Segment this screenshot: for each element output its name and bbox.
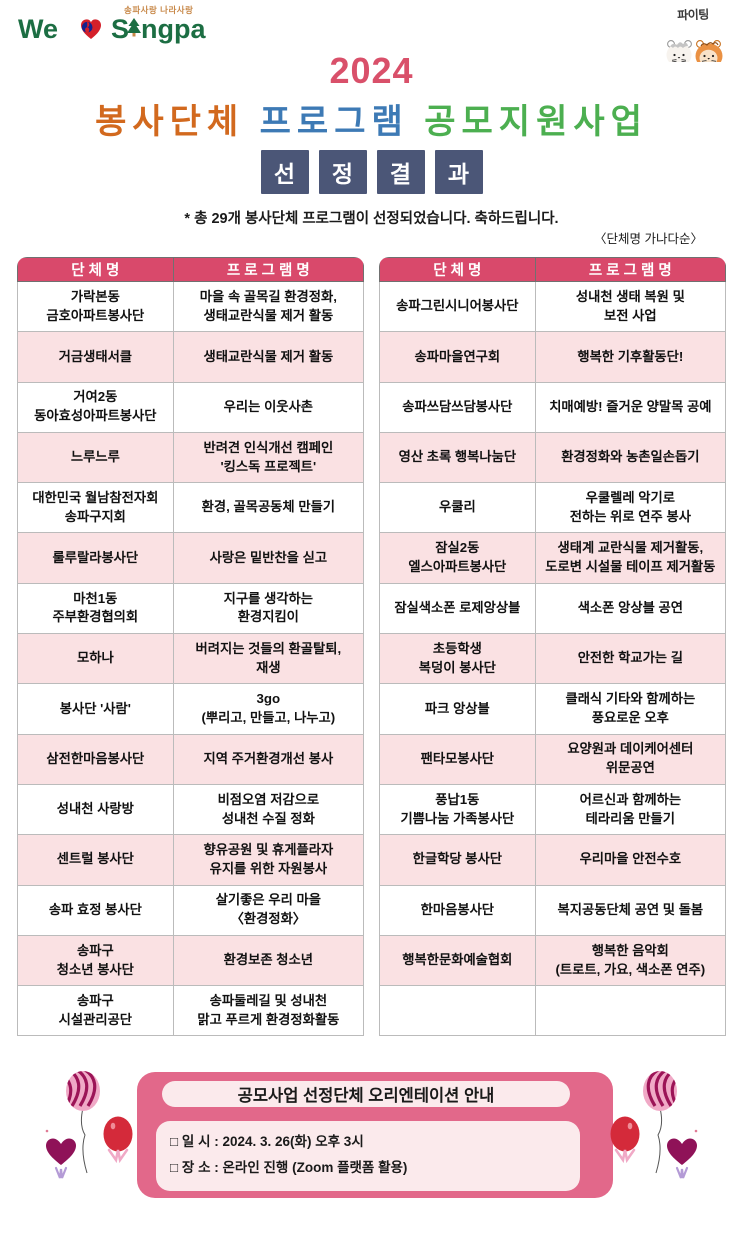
svg-text:S: S — [111, 14, 129, 44]
svg-text:ngpa: ngpa — [141, 14, 206, 44]
svg-text:We: We — [18, 14, 58, 44]
